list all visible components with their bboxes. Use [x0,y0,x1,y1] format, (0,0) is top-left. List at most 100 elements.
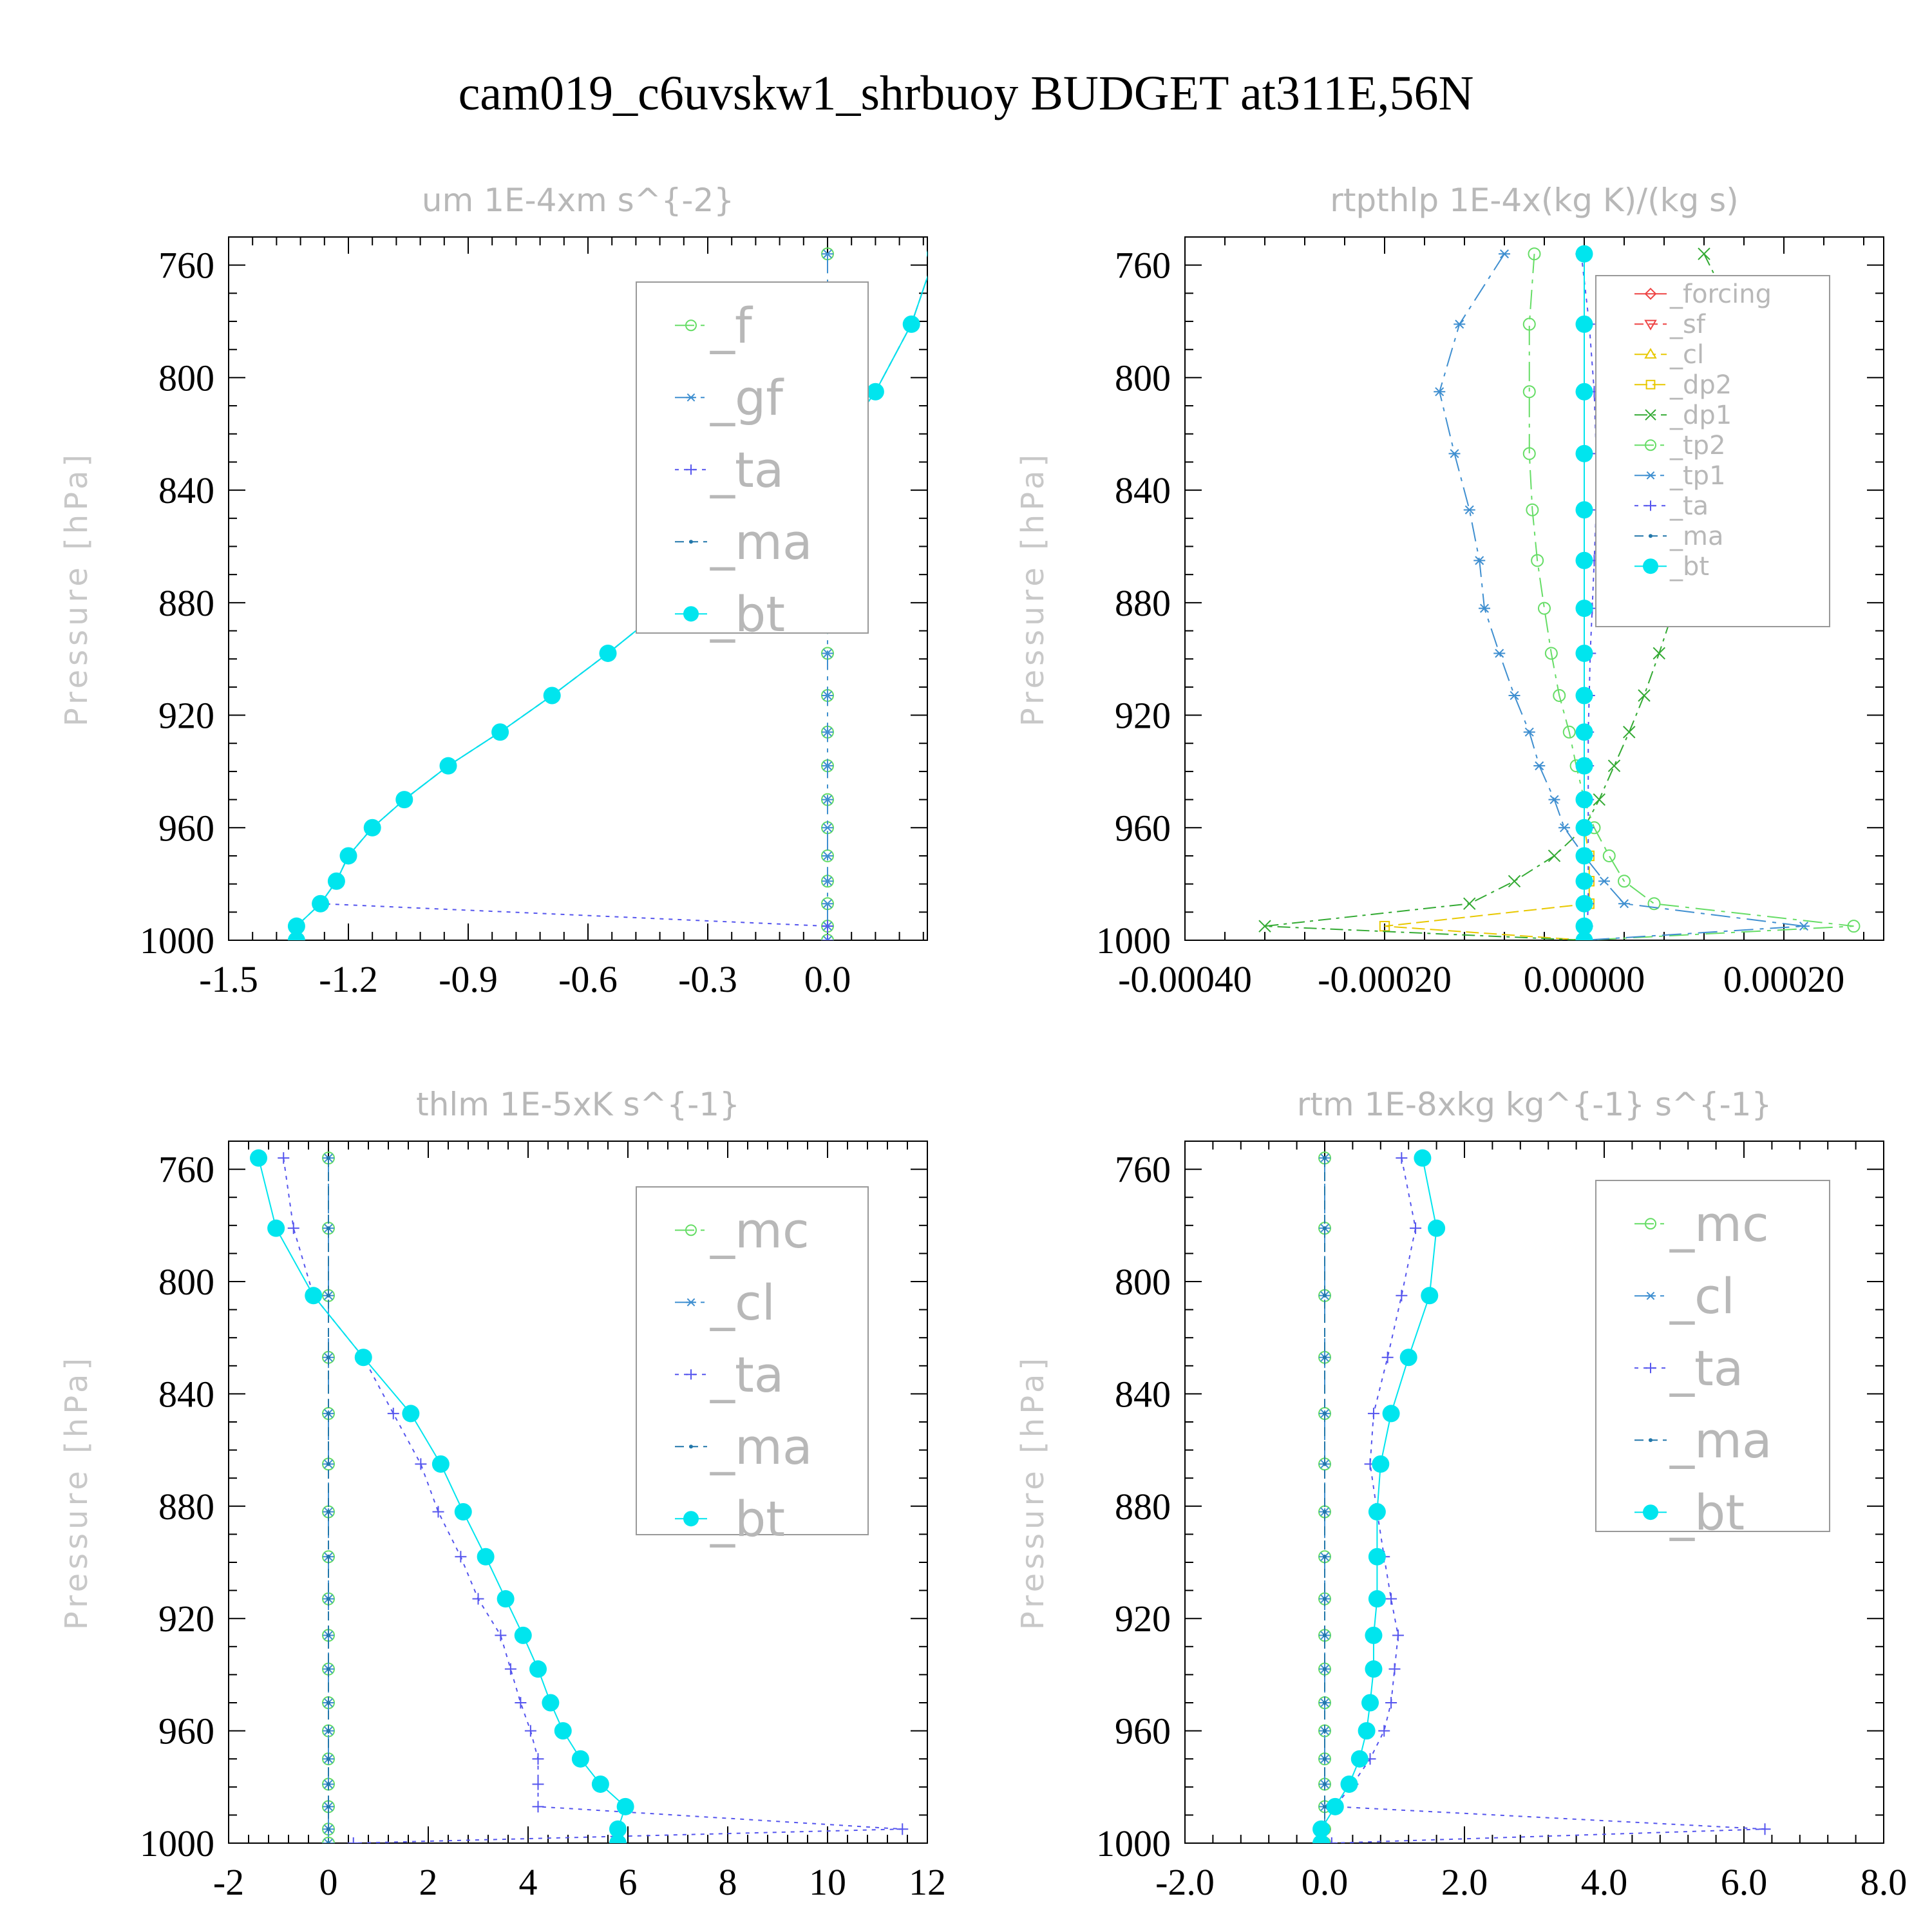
series-layer [1258,245,1861,940]
data-point [822,249,833,259]
data-point [1575,872,1593,890]
data-point [1479,603,1490,613]
data-point [1378,1725,1390,1737]
legend: _mc _cl _ta _ma _bt [636,1186,869,1548]
data-point [327,1667,330,1671]
series-line [1264,253,1760,940]
data-point [327,1462,330,1466]
x-tick-label: 8.0 [1861,1861,1908,1903]
series-layer [1312,1149,1771,1843]
series-tp1 [1434,249,1810,940]
x-tick-label: 6 [619,1861,638,1903]
data-point [929,248,941,260]
legend-marker [686,1369,696,1380]
data-point [1522,385,1536,399]
chart-panel-1: um 1E-4xm s^{-2} Pressure [hPa] 760 800 840 8… [59,182,941,1000]
legend-item: _gf [675,369,784,426]
legend-item: _ta [1634,1340,1743,1397]
legend-marker [686,393,696,402]
data-point [287,931,305,940]
legend-item: _bt [1634,1484,1745,1541]
legend-item: _ma [1634,522,1723,551]
data-point [1385,1593,1397,1605]
x-tick-label: 4.0 [1581,1861,1628,1903]
x-tick-label: 6.0 [1721,1861,1768,1903]
y-tick-label: 960 [1115,807,1171,849]
legend: _f _gf _ta _ma _bt [636,281,869,643]
chart-panel-2: rtpthlp 1E-4x(kg K)/(kg s) Pressure [hPa]… [1015,182,1884,1000]
data-point [1575,501,1593,519]
data-point [327,1728,330,1733]
data-point [1421,1287,1439,1305]
data-point [1368,1590,1386,1608]
panel-title: um 1E-4xm s^{-2} [422,182,734,219]
x-tick-label: -1.5 [199,958,258,1000]
data-point [395,791,413,809]
y-tick-label: 960 [158,807,214,849]
data-point [327,1293,330,1298]
legend-label: _ta [1669,1340,1743,1397]
data-point [822,690,833,700]
y-tick-label: 840 [1115,1373,1171,1415]
data-point [1396,1152,1408,1164]
y-tick-label: 880 [158,1486,214,1528]
data-point [1326,1797,1344,1815]
x-tick-label: 0.00000 [1524,958,1645,1000]
data-point [1653,647,1665,660]
data-point [529,1660,547,1678]
data-point [415,1458,427,1470]
legend-label: _dp2 [1669,370,1732,400]
plot-frame [1184,1141,1884,1844]
data-point [1522,447,1536,460]
data-point [1847,920,1861,933]
data-point [363,819,381,837]
data-point [1323,1355,1327,1359]
x-tick-label: 0.00020 [1723,958,1845,1000]
data-point [1575,819,1593,837]
data-point [822,935,833,940]
data-point [1410,1222,1422,1235]
x-tick-label: -2 [213,1861,244,1903]
series-ma [1323,1156,1327,1843]
legend-label: _mc [1669,1195,1769,1253]
legend-label: _ma [1669,522,1723,551]
data-point [1575,687,1593,705]
data-point [327,1827,330,1832]
legend-item: _ta [675,441,784,498]
legend-label: _tp1 [1669,461,1726,491]
data-point [866,383,884,401]
x-tick-label: 12 [909,1861,946,1903]
data-point [599,644,617,662]
legend-marker [683,606,699,622]
data-point [532,1801,544,1813]
data-point [1575,444,1593,462]
data-point [1323,1555,1327,1559]
data-point [1508,690,1520,700]
data-point [1428,1219,1446,1237]
y-axis-label: Pressure [hPa] [1015,1354,1051,1630]
y-tick-label: 920 [158,1598,214,1640]
data-point [822,934,833,940]
data-point [1323,1510,1327,1514]
data-point [1325,1837,1338,1843]
data-point [1399,1349,1417,1367]
data-point [1323,1596,1327,1601]
data-point [1323,1156,1327,1160]
data-point [305,1287,323,1305]
data-point [327,1226,330,1231]
data-point [1340,1775,1358,1793]
series-line [1580,254,1597,940]
data-point [1499,249,1510,259]
data-point [1365,1626,1383,1644]
legend-marker [1644,348,1657,359]
data-point [439,757,457,775]
data-point [1558,823,1570,833]
data-point [1323,1633,1327,1638]
x-tick-label: 8 [719,1861,737,1903]
legend-marker [1645,1291,1656,1300]
y-tick-label: 1000 [1096,920,1171,961]
figure-title: cam019_c6uvskw1_shrbuoy BUDGET at311E,56… [459,66,1474,120]
data-point [1365,1660,1383,1678]
legend-box [636,1186,869,1535]
